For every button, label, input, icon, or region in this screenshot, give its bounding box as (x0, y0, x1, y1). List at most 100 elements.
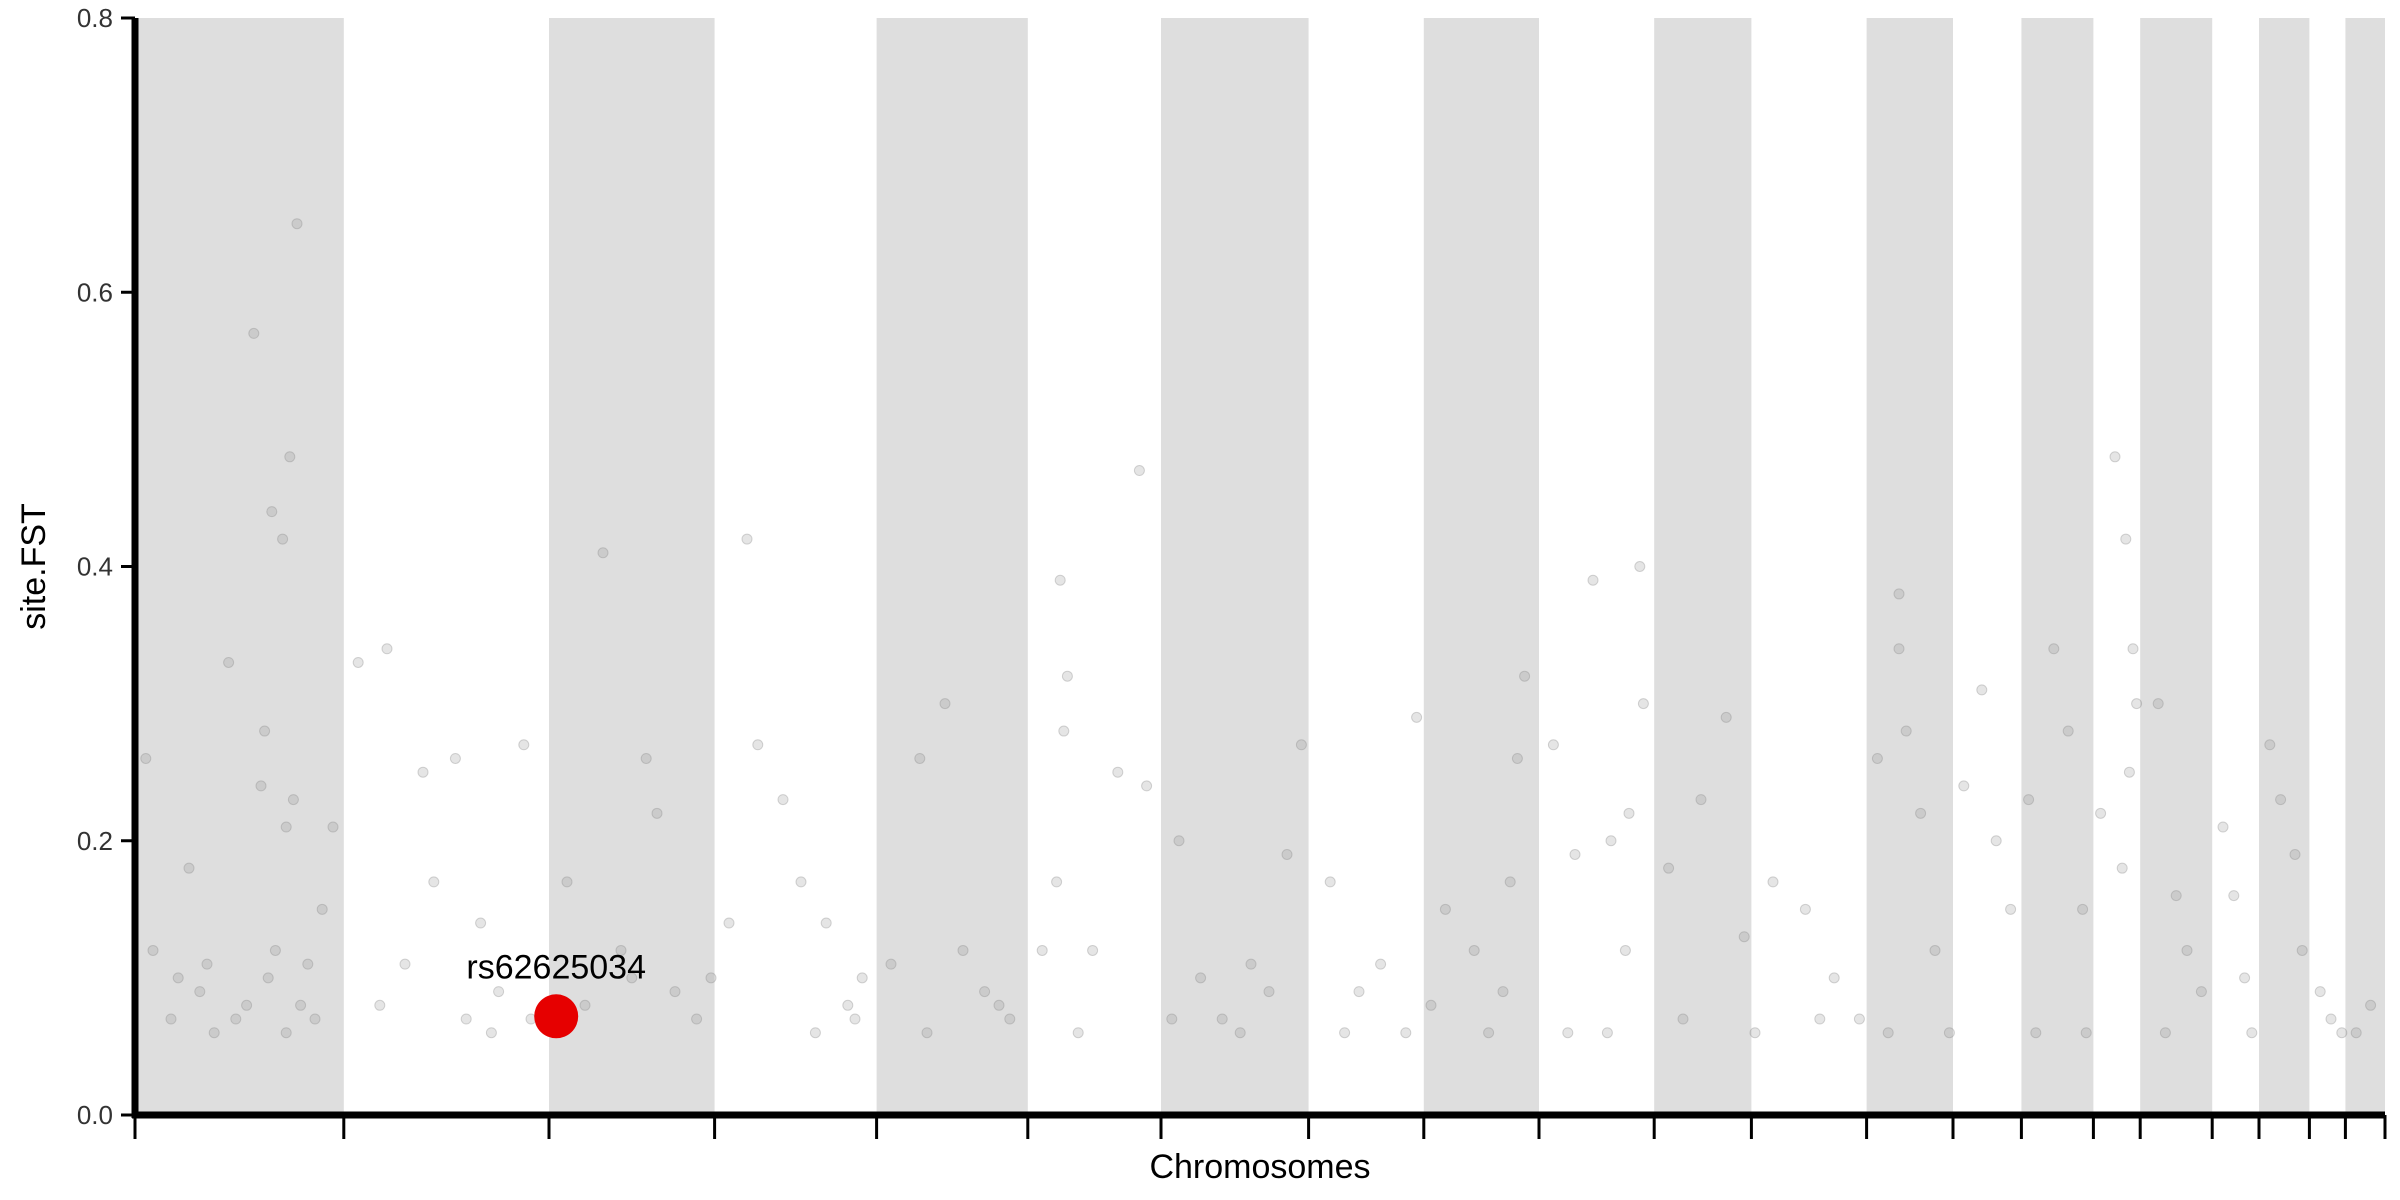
chromosome-band (2259, 18, 2310, 1115)
data-point (2296, 944, 2308, 956)
y-tick-label: 0.6 (77, 277, 113, 307)
data-point (223, 656, 235, 668)
data-point (1072, 1027, 1084, 1039)
data-point (2023, 794, 2035, 806)
data-point (2228, 890, 2240, 902)
data-point (1915, 807, 1927, 819)
data-point (1051, 876, 1063, 888)
data-point (1976, 684, 1988, 696)
data-point (399, 958, 411, 970)
data-point (561, 876, 573, 888)
data-point (1958, 780, 1970, 792)
data-point (302, 958, 314, 970)
data-point (2350, 1027, 2362, 1039)
data-point (1061, 670, 1073, 682)
data-point (2336, 1027, 2348, 1039)
data-point (777, 794, 789, 806)
data-point (1504, 876, 1516, 888)
data-point (241, 999, 253, 1011)
data-point (2116, 862, 2128, 874)
data-point (140, 752, 152, 764)
data-point (1425, 999, 1437, 1011)
data-point (1234, 1027, 1246, 1039)
data-point (1587, 574, 1599, 586)
chromosome-band (2345, 18, 2385, 1115)
data-point (2365, 999, 2377, 1011)
data-point (284, 451, 296, 463)
data-point (1054, 574, 1066, 586)
data-point (248, 327, 260, 339)
x-axis-title: Chromosomes (1149, 1148, 1370, 1186)
data-point (2152, 698, 2164, 710)
data-point (2127, 643, 2139, 655)
data-point (352, 656, 364, 668)
data-point (2080, 1027, 2092, 1039)
y-tick-label: 0.0 (77, 1100, 113, 1130)
y-axis-title: site.FST (15, 503, 53, 630)
data-point (277, 533, 289, 545)
data-point (2048, 643, 2060, 655)
data-point (1929, 944, 1941, 956)
data-point (316, 903, 328, 915)
data-point (705, 972, 717, 984)
data-point (939, 698, 951, 710)
data-point (1375, 958, 1387, 970)
data-point (428, 876, 440, 888)
data-point (1324, 876, 1336, 888)
data-point (460, 1013, 472, 1025)
data-point (1738, 931, 1750, 943)
data-point (291, 218, 303, 230)
data-point (1871, 752, 1883, 764)
data-point (262, 972, 274, 984)
highlight-layer: rs62625034 (466, 948, 646, 1039)
data-point (957, 944, 969, 956)
data-point (626, 972, 638, 984)
data-point (2217, 821, 2229, 833)
data-point (579, 999, 591, 1011)
chromosome-band (1161, 18, 1309, 1115)
data-point (208, 1027, 220, 1039)
data-point (518, 739, 530, 751)
data-point (1634, 561, 1646, 572)
data-point (1439, 903, 1451, 915)
data-point (1468, 944, 1480, 956)
data-point (1141, 780, 1153, 792)
data-point (2289, 848, 2301, 860)
data-point (1511, 752, 1523, 764)
data-point (295, 999, 307, 1011)
chromosome-band (135, 18, 344, 1115)
data-point (2109, 451, 2121, 463)
data-point (2239, 972, 2251, 984)
y-tick-label: 0.2 (77, 826, 113, 856)
data-point (1605, 835, 1617, 847)
data-point (172, 972, 184, 984)
data-point (2005, 903, 2017, 915)
chromosome-band (1423, 18, 1539, 1115)
data-point (1943, 1027, 1955, 1039)
data-point (856, 972, 868, 984)
data-point (1087, 944, 1099, 956)
data-point (1623, 807, 1635, 819)
data-point (201, 958, 213, 970)
data-point (1637, 698, 1649, 710)
data-point (2095, 807, 2107, 819)
data-point (1004, 1013, 1016, 1025)
data-point (1663, 862, 1675, 874)
data-point (2123, 766, 2135, 778)
data-point (194, 986, 206, 998)
data-point (1281, 848, 1293, 860)
data-point (1295, 739, 1307, 751)
data-points (140, 218, 2377, 1039)
data-point (259, 725, 271, 737)
data-point (2170, 890, 2182, 902)
data-point (475, 917, 487, 929)
data-point (1749, 1027, 1761, 1039)
data-point (1677, 1013, 1689, 1025)
data-point (1339, 1027, 1351, 1039)
data-point (183, 862, 195, 874)
data-point (979, 986, 991, 998)
data-point (615, 944, 627, 956)
data-point (795, 876, 807, 888)
